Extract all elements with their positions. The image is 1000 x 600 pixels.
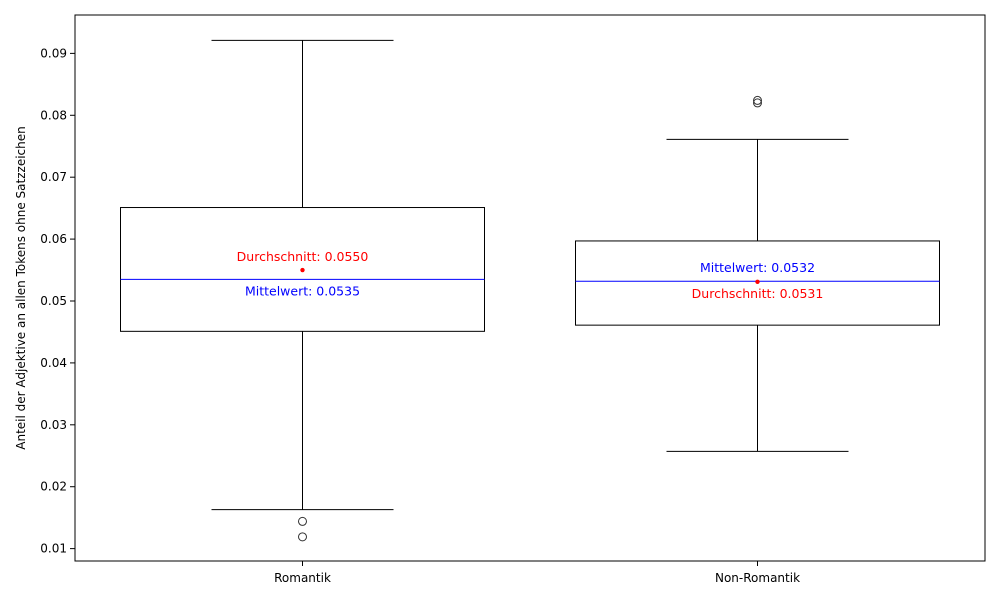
median-label: Mittelwert: 0.0535 [245, 283, 360, 298]
box-group-non-romantik: Durchschnitt: 0.0531 Mittelwert: 0.0532 [575, 95, 940, 452]
y-tick-label: 0.05 [40, 294, 67, 308]
y-tick-label: 0.06 [40, 232, 67, 246]
box-group-romantik: Durchschnitt: 0.0550 Mittelwert: 0.0535 [120, 39, 485, 542]
mean-point [755, 279, 760, 285]
x-tick-label: Romantik [274, 571, 331, 585]
y-tick-label: 0.01 [40, 542, 67, 556]
y-tick-label: 0.08 [40, 108, 67, 122]
outlier-point [298, 516, 307, 526]
y-tick-label: 0.03 [40, 418, 67, 432]
plot-frame [74, 14, 986, 562]
outlier-point [753, 98, 762, 108]
y-tick-label: 0.02 [40, 480, 67, 494]
y-tick-label: 0.07 [40, 170, 67, 184]
y-tick-label: 0.09 [40, 46, 67, 60]
iqr-box [575, 240, 940, 326]
y-axis-label: Anteil der Adjektive an allen Tokens ohn… [14, 126, 28, 450]
mean-label: Durchschnitt: 0.0550 [237, 249, 369, 264]
mean-label: Durchschnitt: 0.0531 [692, 286, 824, 301]
x-tick-label: Non-Romantik [715, 571, 800, 585]
iqr-box [120, 207, 485, 332]
mean-point [300, 267, 305, 273]
outlier-point [753, 95, 762, 105]
outlier-point [298, 532, 307, 542]
median-label: Mittelwert: 0.0532 [700, 260, 815, 275]
y-tick-label: 0.04 [40, 356, 67, 370]
y-axis: 0.01 0.02 0.03 0.04 0.05 0.06 0.07 0.08 0.09 [40, 46, 75, 556]
x-axis: Romantik Non-Romantik [274, 561, 800, 585]
